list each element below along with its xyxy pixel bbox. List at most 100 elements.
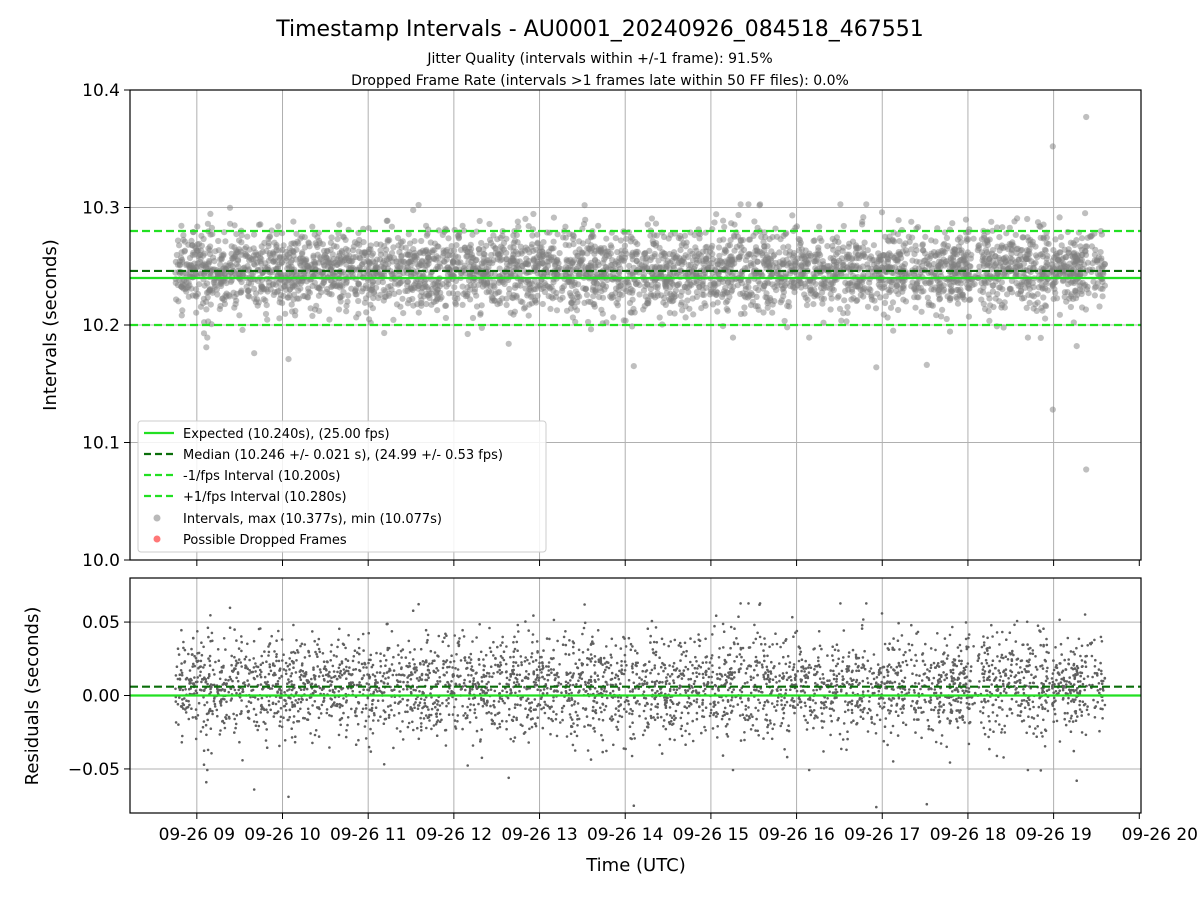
- interval-point: [837, 201, 843, 207]
- interval-point: [967, 263, 973, 269]
- residual-point: [665, 676, 668, 679]
- interval-point: [397, 304, 403, 310]
- interval-point: [264, 317, 270, 323]
- residual-point: [790, 679, 793, 682]
- residual-point: [1053, 669, 1056, 672]
- interval-point: [366, 260, 372, 266]
- interval-point: [530, 211, 536, 217]
- interval-point: [370, 251, 376, 257]
- residual-point: [841, 675, 844, 678]
- interval-point: [896, 217, 902, 223]
- interval-point: [735, 282, 741, 288]
- interval-point: [212, 248, 218, 254]
- residual-point: [598, 718, 601, 721]
- residual-point: [740, 656, 743, 659]
- interval-point: [968, 252, 974, 258]
- interval-point: [1026, 246, 1032, 252]
- interval-point: [243, 252, 249, 258]
- interval-point: [986, 308, 992, 314]
- interval-point: [326, 256, 332, 262]
- interval-point: [1083, 114, 1089, 120]
- interval-point: [829, 286, 835, 292]
- residual-point: [464, 712, 467, 715]
- residual-point: [999, 679, 1002, 682]
- interval-point: [401, 259, 407, 265]
- residual-point: [448, 713, 451, 716]
- interval-point: [1074, 343, 1080, 349]
- residual-point: [615, 683, 618, 686]
- interval-point: [226, 292, 232, 298]
- residual-point: [624, 660, 627, 663]
- residual-point: [637, 687, 640, 690]
- residual-point: [992, 673, 995, 676]
- residual-point: [219, 729, 222, 732]
- interval-point: [486, 221, 492, 227]
- residual-point: [847, 655, 850, 658]
- interval-point: [920, 241, 926, 247]
- residual-point: [1104, 677, 1107, 680]
- residual-point: [544, 712, 547, 715]
- interval-point: [1013, 280, 1019, 286]
- residual-point: [1073, 653, 1076, 656]
- residual-point: [469, 703, 472, 706]
- interval-point: [948, 288, 954, 294]
- interval-point: [434, 289, 440, 295]
- interval-point: [219, 296, 225, 302]
- interval-point: [774, 280, 780, 286]
- interval-point: [780, 244, 786, 250]
- interval-point: [971, 236, 977, 242]
- interval-point: [1096, 303, 1102, 309]
- interval-point: [203, 344, 209, 350]
- interval-point: [198, 233, 204, 239]
- interval-point: [1083, 244, 1089, 250]
- interval-point: [745, 201, 751, 207]
- residual-point: [774, 676, 777, 679]
- interval-point: [986, 296, 992, 302]
- interval-point: [404, 251, 410, 257]
- interval-point: [276, 247, 282, 253]
- interval-point: [608, 244, 614, 250]
- residual-point: [431, 708, 434, 711]
- residual-point: [840, 748, 843, 751]
- residual-point: [1030, 674, 1033, 677]
- residual-point: [846, 730, 849, 733]
- interval-point: [818, 238, 824, 244]
- interval-point: [551, 215, 557, 221]
- residual-point: [736, 655, 739, 658]
- residual-point: [520, 655, 523, 658]
- interval-point: [445, 235, 451, 241]
- residual-point: [275, 703, 278, 706]
- interval-point: [251, 232, 257, 238]
- residual-point: [943, 651, 946, 654]
- interval-point: [619, 258, 625, 264]
- residual-point: [823, 720, 826, 723]
- residual-point: [288, 716, 291, 719]
- interval-point: [846, 241, 852, 247]
- residual-point: [968, 703, 971, 706]
- residual-point: [922, 711, 925, 714]
- residual-point: [427, 665, 430, 668]
- residual-point: [203, 763, 206, 766]
- interval-point: [1025, 292, 1031, 298]
- interval-point: [336, 222, 342, 228]
- interval-point: [988, 219, 994, 225]
- residual-point: [182, 689, 185, 692]
- interval-point: [205, 245, 211, 251]
- residual-point: [365, 737, 368, 740]
- interval-point: [966, 297, 972, 303]
- interval-point: [233, 247, 239, 253]
- interval-point: [540, 301, 546, 307]
- interval-point: [314, 234, 320, 240]
- interval-point: [653, 221, 659, 227]
- interval-point: [206, 259, 212, 265]
- interval-point: [913, 259, 919, 265]
- residual-point: [708, 676, 711, 679]
- residual-point: [646, 669, 649, 672]
- interval-point: [996, 234, 1002, 240]
- residual-point: [576, 724, 579, 727]
- residual-point: [673, 688, 676, 691]
- interval-point: [227, 221, 233, 227]
- interval-point: [1079, 235, 1085, 241]
- interval-point: [828, 306, 834, 312]
- interval-point: [791, 289, 797, 295]
